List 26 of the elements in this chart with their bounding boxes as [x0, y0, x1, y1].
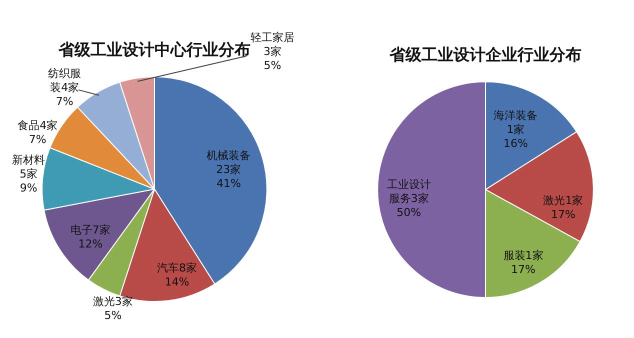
data-label: 17% [550, 208, 576, 221]
slice-label: 激光1家 [543, 194, 584, 207]
data-label: 12% [78, 237, 103, 250]
chart-title: 省级工业设计企业行业分布 [388, 44, 582, 64]
data-label: 17% [511, 262, 536, 276]
data-label: 14% [164, 276, 190, 289]
data-label: 7% [56, 94, 74, 108]
slice-label: 海洋装备1家 [494, 109, 538, 136]
slice-label: 纺织服装4家 [48, 66, 82, 94]
slice-label: 服装1家 [503, 248, 544, 262]
slice-label: 工业设计服务3家 [386, 178, 431, 206]
slice-label: 新材料5家 [12, 153, 46, 180]
data-label: 5% [104, 309, 122, 322]
slice-label: 激光3家 [92, 295, 133, 308]
data-label: 9% [20, 181, 38, 194]
slice-label: 电子7家 [70, 223, 110, 236]
data-label: 5% [264, 58, 282, 72]
data-label: 16% [503, 137, 528, 150]
data-label: 41% [216, 176, 241, 190]
slice-label: 轻工家居3家 [250, 30, 295, 58]
slice-label: 汽车8家 [156, 262, 197, 275]
slice-label: 食品4家 [18, 118, 58, 132]
text: 省级工业设计中心行业分布 [58, 40, 250, 59]
slice-label: 机械装备23家 [206, 148, 251, 176]
data-label: 7% [28, 132, 46, 146]
data-label: 50% [396, 206, 422, 220]
